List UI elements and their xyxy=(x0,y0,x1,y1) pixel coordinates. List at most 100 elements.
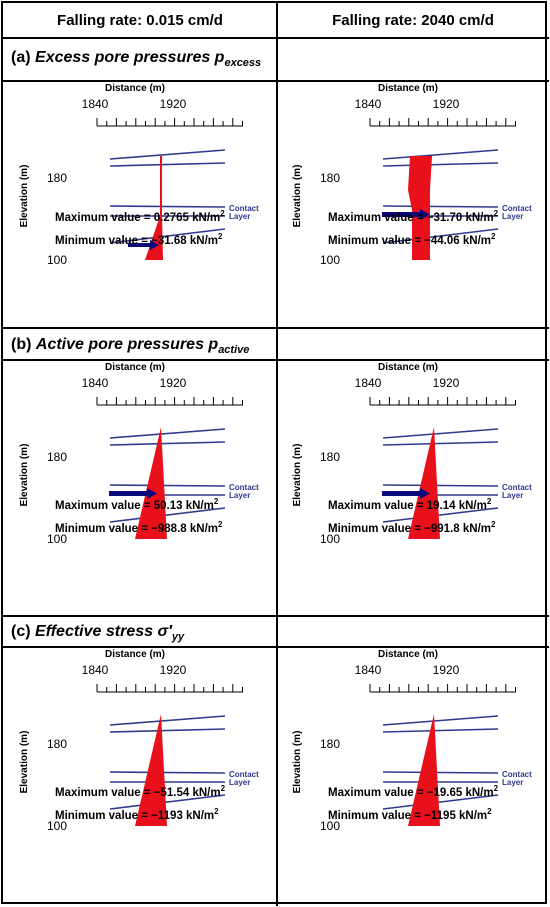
y-axis-title: Elevation (m) xyxy=(292,731,303,794)
layer-line xyxy=(382,205,499,208)
layer-label: Layer xyxy=(502,491,523,500)
pressure-distribution-toe xyxy=(145,216,163,260)
arrow-head xyxy=(147,488,157,499)
x-tick-label: 1840 xyxy=(82,97,109,111)
schematic-svg: Distance (m) 1840 1920 xyxy=(82,83,243,127)
x-tick-label: 1920 xyxy=(160,663,187,677)
min-value-c-fast: Minimum value = −1195 kN/m2 xyxy=(328,807,492,822)
schematic-svg: Distance (m) 1840 1920 xyxy=(82,649,243,693)
x-tick-label: 1920 xyxy=(160,376,187,390)
column-divider xyxy=(276,3,278,906)
layer-label: Layer xyxy=(502,778,523,787)
pressure-distribution xyxy=(408,427,440,539)
min-value-a-slow: Minimum value = −31.68 kN/m2 xyxy=(55,232,223,247)
section-b-top xyxy=(3,327,549,329)
x-tick-label: 1920 xyxy=(433,376,460,390)
layer-line xyxy=(382,162,499,167)
min-value-b-slow: Minimum value = −988.8 kN/m2 xyxy=(55,520,223,535)
pressure-distribution xyxy=(408,156,432,260)
layer-line xyxy=(109,228,226,244)
y-tick-label: 180 xyxy=(47,737,67,751)
y-tick-label: 180 xyxy=(320,171,340,185)
min-value-c-slow: Minimum value = −1193 kN/m2 xyxy=(55,807,219,822)
panel-a-slow: Distance (m) 1840 1920 Elevation (m) 180 100 C… xyxy=(5,82,275,288)
layer-line xyxy=(382,228,499,244)
contact-label: Contact xyxy=(229,483,259,492)
x-axis-title: Distance (m) xyxy=(378,362,438,373)
y-tick-label: 180 xyxy=(47,450,67,464)
max-value-a-slow: Maximum value = 0.2765 kN/m2 xyxy=(55,209,225,224)
layer-line xyxy=(109,162,226,167)
layer-line xyxy=(109,149,226,160)
layer-line xyxy=(109,484,226,487)
layer-label: Layer xyxy=(229,778,250,787)
header-divider xyxy=(3,37,549,39)
contact-label: Contact xyxy=(502,204,532,213)
x-tick-label: 1920 xyxy=(433,97,460,111)
y-tick-label: 100 xyxy=(47,253,67,267)
layer-line xyxy=(382,149,499,160)
x-axis-title: Distance (m) xyxy=(105,83,165,94)
pressure-distribution xyxy=(135,427,167,539)
min-value-a-fast: Minimum value = −44.06 kN/m2 xyxy=(328,232,496,247)
layer-line xyxy=(109,205,226,208)
layer-line xyxy=(109,428,226,439)
layer-line xyxy=(382,428,499,439)
layer-label: Layer xyxy=(502,212,523,221)
pressure-distribution xyxy=(135,714,167,826)
max-value-c-slow: Maximum value = −51.54 kN/m2 xyxy=(55,784,226,799)
y-axis-title: Elevation (m) xyxy=(19,165,30,228)
section-b-title: (b) Active pore pressures pactive xyxy=(11,336,250,356)
panel-b-slow: Distance (m) 1840 1920 Elevation (m) 180 100 C… xyxy=(5,361,275,567)
layer-line xyxy=(109,728,226,733)
x-tick-label: 1920 xyxy=(160,97,187,111)
y-tick-label: 100 xyxy=(47,819,67,833)
layer-line xyxy=(382,441,499,446)
x-axis-title: Distance (m) xyxy=(378,649,438,660)
x-axis-title: Distance (m) xyxy=(105,362,165,373)
y-tick-label: 100 xyxy=(320,819,340,833)
x-tick-label: 1920 xyxy=(433,663,460,677)
section-c-title: (c) Effective stress σ′yy xyxy=(11,623,185,643)
x-tick-label: 1840 xyxy=(355,376,382,390)
y-tick-label: 100 xyxy=(47,532,67,546)
schematic-svg: Distance (m) 1840 1920 xyxy=(355,649,516,693)
layer-line xyxy=(382,507,499,523)
section-c-divider xyxy=(3,646,549,648)
panel-b-fast: Distance (m) 1840 1920 Elevation (m) 180 100 C… xyxy=(278,361,548,567)
y-tick-label: 100 xyxy=(320,253,340,267)
layer-line xyxy=(382,728,499,733)
y-tick-label: 100 xyxy=(320,532,340,546)
column-title-right: Falling rate: 2040 cm/d xyxy=(332,12,494,29)
layer-line xyxy=(109,771,226,774)
panel-a-fast: Distance (m) 1840 1920 Elevation (m) 180 100 C… xyxy=(278,82,548,288)
min-value-b-fast: Minimum value = −991.8 kN/m2 xyxy=(328,520,496,535)
x-axis-title: Distance (m) xyxy=(105,649,165,660)
max-value-b-fast: Maximum value = 19.14 kN/m2 xyxy=(328,497,492,512)
layer-line xyxy=(382,771,499,774)
panel-c-fast: Distance (m) 1840 1920 Elevation (m) 180 100 C… xyxy=(278,648,548,854)
layer-line xyxy=(109,715,226,726)
contact-label: Contact xyxy=(229,204,259,213)
y-tick-label: 180 xyxy=(320,737,340,751)
pressure-distribution xyxy=(408,714,440,826)
layer-line xyxy=(109,441,226,446)
layer-label: Layer xyxy=(229,491,250,500)
x-tick-label: 1840 xyxy=(355,97,382,111)
x-axis-title: Distance (m) xyxy=(378,83,438,94)
column-title-left: Falling rate: 0.015 cm/d xyxy=(57,12,223,29)
y-axis-title: Elevation (m) xyxy=(292,165,303,228)
section-a-title: (a) Excess pore pressures pexcess xyxy=(11,49,262,69)
y-tick-label: 180 xyxy=(47,171,67,185)
arrow-shaft xyxy=(128,243,150,247)
y-axis-title: Elevation (m) xyxy=(292,444,303,507)
arrow-head xyxy=(420,209,430,220)
layer-line xyxy=(382,794,499,810)
panel-c-slow: Distance (m) 1840 1920 Elevation (m) 180 100 C… xyxy=(5,648,275,854)
contact-label: Contact xyxy=(502,770,532,779)
